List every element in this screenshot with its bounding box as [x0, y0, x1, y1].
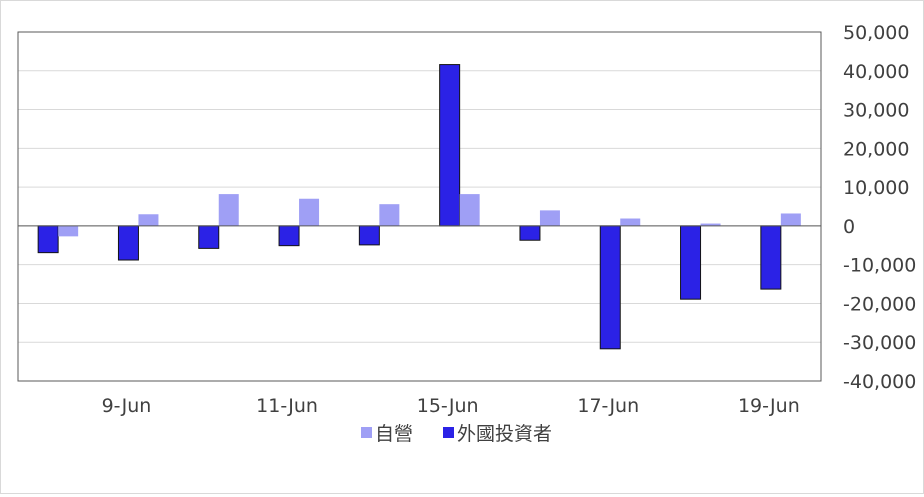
bar-foreign-investors	[439, 64, 461, 227]
bar-foreign-investors	[599, 225, 621, 350]
y-tick-label: -20,000	[843, 293, 916, 315]
legend-label: 外國投資者	[457, 423, 552, 445]
y-tick-labels: 50,000 40,000 30,000 20,000 10,000 0 -10,000 -2…	[843, 22, 916, 393]
bar-proprietary	[620, 218, 641, 226]
bar-foreign-investors	[37, 225, 59, 254]
bar-proprietary	[218, 194, 239, 226]
y-tick-label: 50,000	[843, 22, 909, 44]
bar-foreign-investors	[278, 225, 300, 247]
legend: 自營 外國投資者	[361, 423, 552, 445]
y-tick-label: 20,000	[843, 138, 909, 160]
bar-proprietary	[459, 194, 480, 226]
plot-border	[17, 31, 822, 382]
bar-proprietary	[58, 225, 79, 237]
y-tick-label: 10,000	[843, 177, 909, 199]
x-tick-label: 11-Jun	[256, 395, 318, 417]
y-tick-label: -30,000	[843, 332, 916, 354]
y-tick-label: 30,000	[843, 100, 909, 122]
legend-swatch	[443, 427, 454, 438]
bars	[37, 64, 801, 350]
bar-proprietary	[700, 223, 721, 226]
bar-foreign-investors	[519, 225, 541, 241]
bar-proprietary	[780, 213, 801, 226]
bar-proprietary	[539, 210, 560, 226]
bar-foreign-investors	[198, 225, 220, 249]
bar-foreign-investors	[117, 225, 139, 261]
x-tick-label: 9-Jun	[102, 395, 152, 417]
x-tick-labels: 9-Jun 11-Jun 15-Jun 17-Jun 19-Jun	[102, 395, 800, 417]
x-tick-label: 17-Jun	[577, 395, 639, 417]
y-tick-label: 40,000	[843, 61, 909, 83]
x-tick-label: 15-Jun	[417, 395, 479, 417]
bar-proprietary	[299, 198, 320, 226]
legend-swatch	[361, 427, 372, 438]
x-tick-label: 19-Jun	[738, 395, 800, 417]
axes	[17, 31, 822, 382]
legend-label: 自營	[375, 423, 413, 445]
bar-foreign-investors	[760, 225, 782, 290]
y-tick-label: -40,000	[843, 371, 916, 393]
y-tick-label: 0	[843, 216, 855, 238]
y-tick-label: -10,000	[843, 255, 916, 277]
bar-proprietary	[379, 204, 400, 226]
bar-foreign-investors	[358, 225, 380, 246]
bar-foreign-investors	[680, 225, 702, 300]
bar-proprietary	[138, 214, 159, 226]
